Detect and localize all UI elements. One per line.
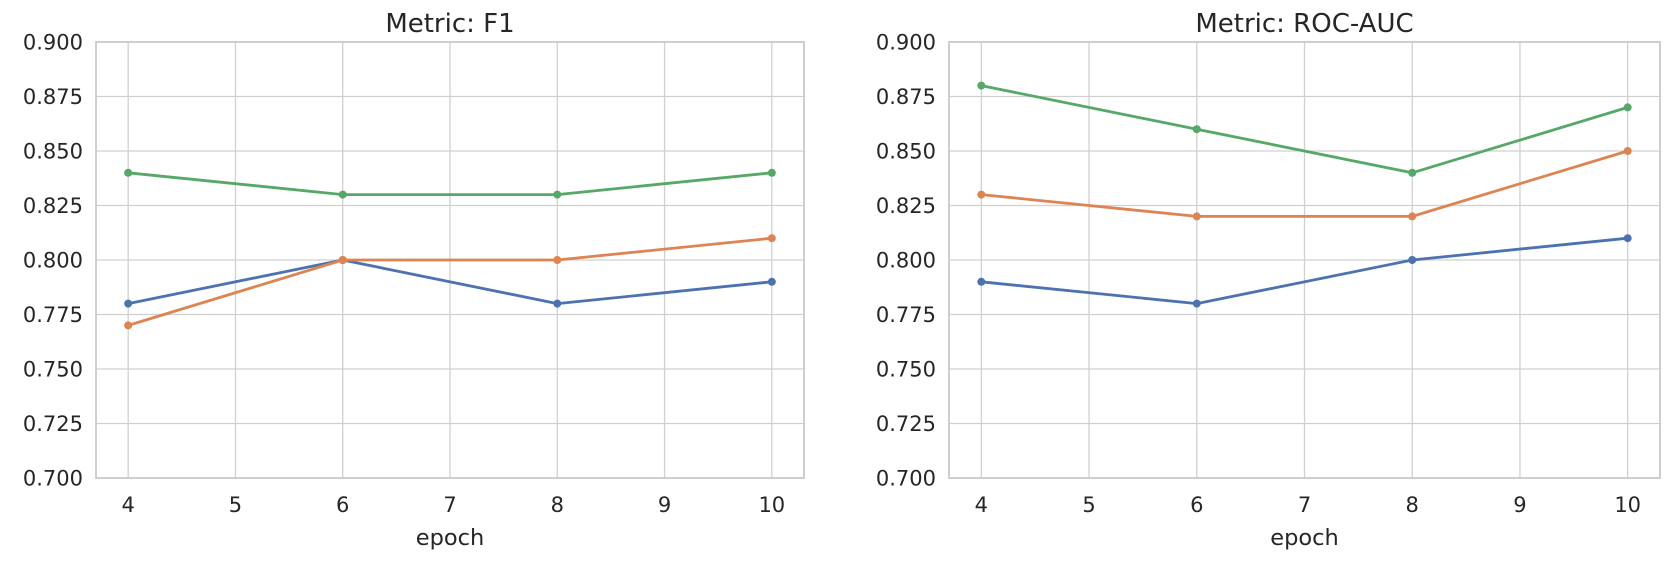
x-tick-label: 7 <box>443 493 456 517</box>
series-line-blue <box>979 236 1630 306</box>
data-point-blue <box>124 299 133 308</box>
x-tick-label: 4 <box>975 493 988 517</box>
data-point-orange <box>1408 212 1417 221</box>
x-tick-label: 8 <box>1406 493 1419 517</box>
data-point-green <box>553 190 562 199</box>
y-tick-label: 0.850 <box>876 140 936 164</box>
data-point-orange <box>767 234 776 243</box>
data-point-green <box>977 81 986 90</box>
plot-border <box>95 41 805 479</box>
x-tick-label: 10 <box>1614 493 1641 517</box>
y-tick-label: 0.900 <box>23 31 83 55</box>
chart-title: Metric: F1 <box>385 9 514 39</box>
data-point-green <box>338 190 347 199</box>
series-line-orange <box>979 149 1630 218</box>
y-tick-label: 0.725 <box>876 412 936 436</box>
data-point-blue <box>1192 299 1201 308</box>
x-tick-label: 6 <box>1190 493 1203 517</box>
y-tick-label: 0.825 <box>23 194 83 218</box>
x-tick-label: 7 <box>1298 493 1311 517</box>
y-tick-label: 0.700 <box>23 467 83 491</box>
data-point-orange <box>1623 147 1632 155</box>
y-tick-label: 0.875 <box>23 85 83 109</box>
y-tick-label: 0.750 <box>23 358 83 382</box>
y-tick-label: 0.900 <box>876 31 936 55</box>
x-tick-label: 9 <box>658 493 671 517</box>
plot-border <box>948 41 1661 479</box>
x-tick-label: 4 <box>121 493 134 517</box>
x-tick-label: 10 <box>758 493 785 517</box>
data-point-orange <box>977 190 986 199</box>
x-tick-label: 6 <box>336 493 349 517</box>
data-point-orange <box>1192 212 1201 221</box>
data-point-blue <box>1623 234 1632 243</box>
data-point-blue <box>1408 256 1417 264</box>
y-tick-label: 0.825 <box>876 194 936 218</box>
x-tick-label: 9 <box>1513 493 1526 517</box>
data-point-orange <box>338 256 347 264</box>
y-tick-label: 0.800 <box>23 249 83 273</box>
x-axis-label: epoch <box>416 525 485 551</box>
y-tick-label: 0.750 <box>876 358 936 382</box>
data-point-green <box>124 168 133 177</box>
x-tick-label: 5 <box>1082 493 1095 517</box>
data-point-blue <box>553 299 562 308</box>
x-axis-label: epoch <box>1270 525 1339 551</box>
data-point-blue <box>767 277 776 286</box>
data-point-green <box>1623 103 1632 112</box>
y-tick-label: 0.875 <box>876 85 936 109</box>
series-line-green <box>126 171 774 197</box>
data-point-green <box>1192 125 1201 134</box>
data-point-green <box>1408 168 1417 177</box>
data-point-blue <box>977 277 986 286</box>
series-line-green <box>979 84 1630 175</box>
data-point-orange <box>553 256 562 264</box>
y-tick-label: 0.725 <box>23 412 83 436</box>
y-tick-label: 0.700 <box>876 467 936 491</box>
x-tick-label: 5 <box>229 493 242 517</box>
x-tick-label: 8 <box>551 493 564 517</box>
data-point-green <box>767 168 776 177</box>
y-tick-label: 0.775 <box>23 303 83 327</box>
y-tick-label: 0.850 <box>23 140 83 164</box>
y-tick-label: 0.775 <box>876 303 936 327</box>
series-line-orange <box>126 236 774 327</box>
y-tick-label: 0.800 <box>876 249 936 273</box>
series-line-blue <box>126 258 774 306</box>
chart-title: Metric: ROC-AUC <box>1195 9 1413 39</box>
data-point-orange <box>124 321 133 330</box>
